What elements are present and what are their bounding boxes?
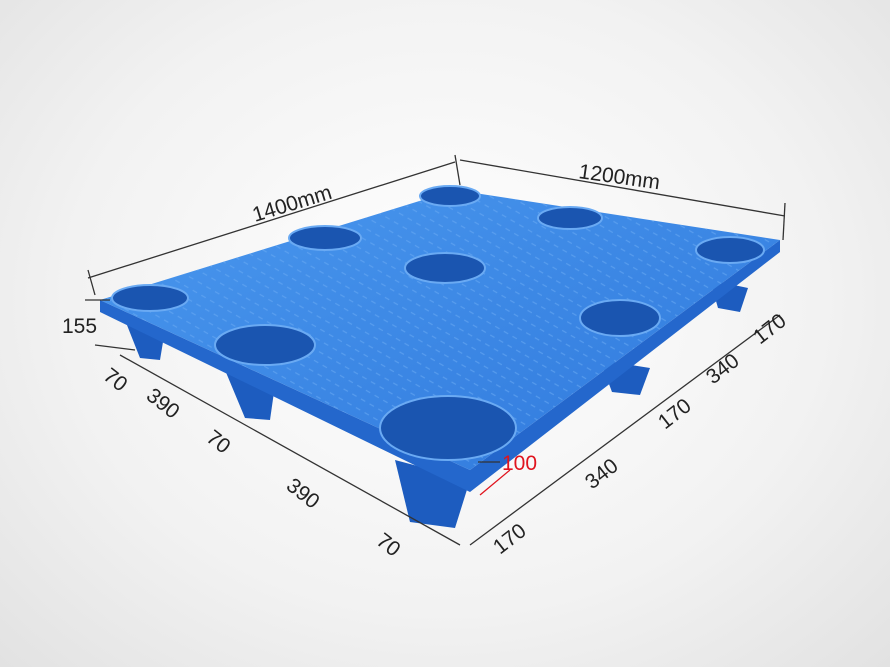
right-dim-1: 170 <box>489 519 531 559</box>
left-dim-3: 70 <box>202 426 235 459</box>
dimension-lines <box>85 154 786 546</box>
left-dim-2: 390 <box>142 384 184 424</box>
pallet <box>100 185 780 528</box>
leg-height-label: 100 <box>502 452 537 475</box>
height-label: 155 <box>62 315 97 338</box>
left-dim-5: 70 <box>372 529 405 562</box>
left-dim-4: 390 <box>282 474 324 514</box>
right-dim-2: 340 <box>581 454 623 494</box>
left-dim-1: 70 <box>99 364 132 397</box>
right-dim-4: 340 <box>702 349 744 389</box>
right-dim-3: 170 <box>654 394 696 434</box>
width-label: 1200mm <box>577 160 661 194</box>
right-dim-5: 170 <box>749 309 791 349</box>
length-label: 1400mm <box>250 181 335 227</box>
